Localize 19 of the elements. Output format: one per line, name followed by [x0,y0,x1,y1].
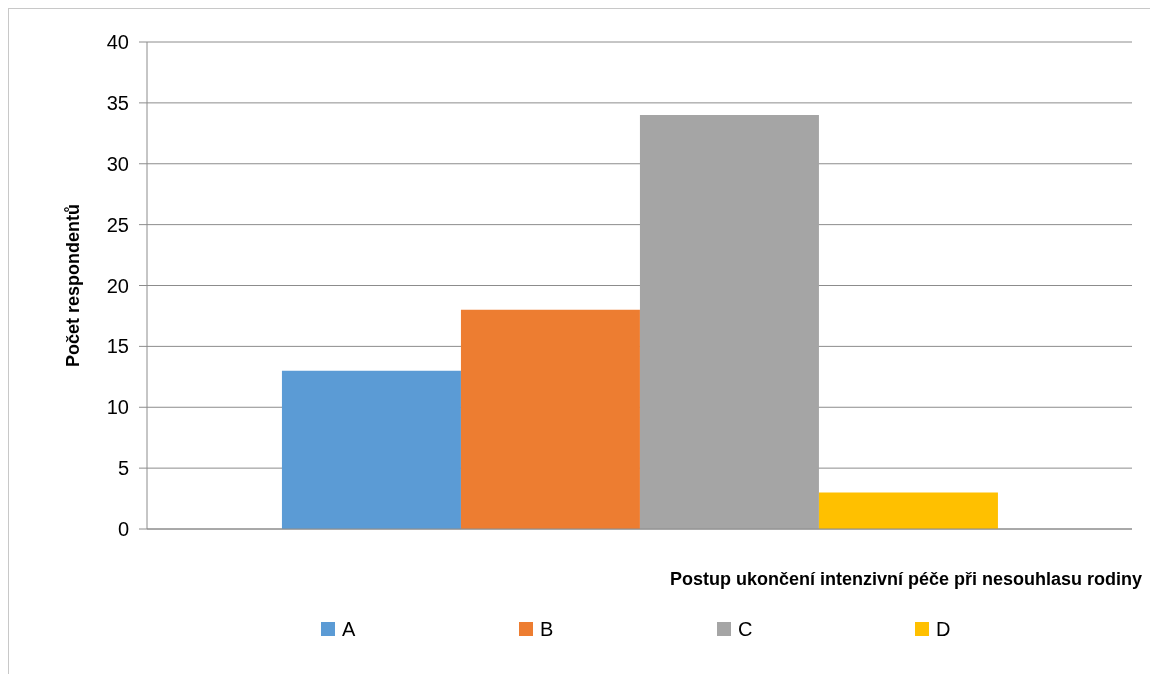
y-axis-title: Počet respondentů [63,203,84,368]
y-tick-label: 0 [117,518,129,541]
bar [460,309,640,529]
bar [818,492,998,529]
y-tick-label: 20 [106,274,129,297]
bar [639,115,819,529]
legend-label: D [936,617,951,641]
bar [281,370,461,529]
y-tick-label: 15 [106,335,129,358]
y-tick-label: 10 [106,396,129,419]
y-tick-label: 40 [106,31,129,54]
x-axis-title: Postup ukončení intenzivní péče při nesouhlasu rodiny [669,569,1142,589]
legend-label: A [342,617,356,641]
y-tick-label: 5 [117,457,129,480]
y-tick-label: 35 [106,91,129,114]
legend-label: C [738,617,753,641]
y-tick-label: 25 [106,213,129,236]
y-tick-label: 30 [106,152,129,175]
legend-label: B [540,617,554,641]
